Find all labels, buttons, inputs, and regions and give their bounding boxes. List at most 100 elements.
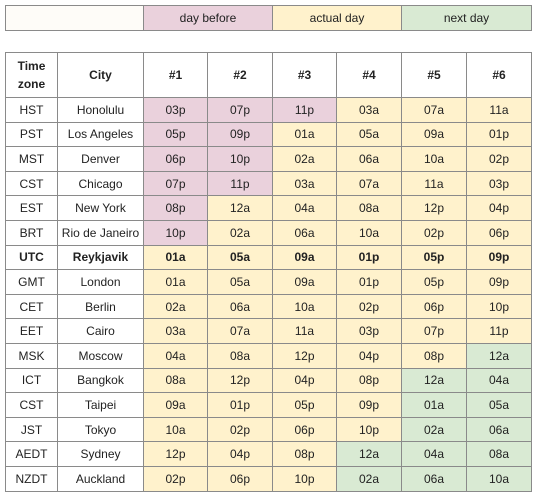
time-cell: 12p [401, 195, 467, 221]
time-cell: 10a [466, 465, 532, 492]
zone-cell: JST [5, 416, 58, 443]
time-cell: 02a [207, 219, 273, 246]
time-cell: 02p [207, 416, 273, 443]
city-cell: New York [57, 195, 144, 221]
time-cell: 06a [336, 146, 402, 172]
time-cell: 10p [466, 293, 532, 320]
time-cell: 02p [336, 293, 402, 320]
table-row: EET Cairo 03a 07a 11a 03p 07p 11p [5, 318, 532, 344]
table-row: JST Tokyo 10a 02p 06p 10p 02a 06a [5, 416, 532, 443]
table-row: CST Chicago 07p 11p 03a 07a 11a 03p [5, 170, 532, 197]
time-cell: 11p [466, 318, 532, 344]
time-cell: 02p [466, 146, 532, 172]
time-cell: 02a [272, 146, 337, 172]
zone-cell: EET [5, 318, 58, 344]
time-cell: 11a [401, 170, 467, 197]
time-cell: 06a [466, 416, 532, 443]
time-cell: 05p [401, 269, 467, 295]
time-cell: 08p [272, 441, 337, 467]
time-cell: 02a [336, 465, 402, 492]
time-cell: 03p [466, 170, 532, 197]
time-cell: 10p [336, 416, 402, 443]
table-row: CST Taipei 09a 01p 05p 09p 01a 05a [5, 392, 532, 418]
table-row: CET Berlin 02a 06a 10a 02p 06p 10p [5, 293, 532, 320]
table-row: AEDT Sydney 12p 04p 08p 12a 04a 08a [5, 441, 532, 467]
city-cell: London [57, 269, 144, 295]
zone-cell: PST [5, 121, 58, 148]
city-cell: Berlin [57, 293, 144, 320]
time-cell: 04p [272, 367, 337, 394]
time-cell: 06p [207, 465, 273, 492]
legend-next-day: next day [401, 5, 532, 31]
time-cell: 06a [272, 219, 337, 246]
header-slot: #3 [272, 52, 337, 98]
time-cell: 06a [401, 465, 467, 492]
time-cell: 09p [336, 392, 402, 418]
city-cell: Los Angeles [57, 121, 144, 148]
time-cell: 08a [466, 441, 532, 467]
time-cell: 03a [143, 318, 208, 344]
zone-cell: CST [5, 392, 58, 418]
header-city: City [57, 52, 144, 98]
table-row: EST New York 08p 12a 04a 08a 12p 04p [5, 195, 532, 221]
time-cell: 02a [143, 293, 208, 320]
time-cell: 12p [272, 342, 337, 369]
city-cell: Honolulu [57, 97, 144, 123]
table-row: BRT Rio de Janeiro 10p 02a 06a 10a 02p 06p [5, 219, 532, 246]
header-row: Time zone City #1 #2 #3 #4 #5 #6 [5, 52, 532, 98]
header-slot: #4 [336, 52, 402, 98]
time-cell: 03a [336, 97, 402, 123]
header-slot: #2 [207, 52, 273, 98]
time-cell: 06a [207, 293, 273, 320]
time-cell: 10a [401, 146, 467, 172]
time-cell: 11p [272, 97, 337, 123]
time-cell: 07a [401, 97, 467, 123]
zone-cell: UTC [5, 244, 58, 271]
time-cell: 09p [466, 244, 532, 271]
time-cell: 01p [336, 269, 402, 295]
time-cell: 05p [401, 244, 467, 271]
time-cell: 12p [143, 441, 208, 467]
header-slot: #6 [466, 52, 532, 98]
time-cell: 07a [207, 318, 273, 344]
time-cell: 10a [143, 416, 208, 443]
city-cell: Moscow [57, 342, 144, 369]
time-cell: 10a [272, 293, 337, 320]
time-cell: 10p [272, 465, 337, 492]
table-row: NZDT Auckland 02p 06p 10p 02a 06a 10a [5, 465, 532, 492]
time-cell: 03a [272, 170, 337, 197]
time-cell: 09p [207, 121, 273, 148]
time-cell: 08p [336, 367, 402, 394]
time-cell: 08a [207, 342, 273, 369]
time-cell: 11a [466, 97, 532, 123]
time-zone-table: Time zone City #1 #2 #3 #4 #5 #6 HST Hono… [5, 52, 532, 492]
city-cell: Auckland [57, 465, 144, 492]
zone-cell: HST [5, 97, 58, 123]
time-cell: 04p [336, 342, 402, 369]
time-cell: 12p [207, 367, 273, 394]
time-cell: 04p [466, 195, 532, 221]
city-cell: Reykjavik [57, 244, 144, 271]
table-row: GMT London 01a 05a 09a 01p 05p 09p [5, 269, 532, 295]
zone-cell: GMT [5, 269, 58, 295]
time-cell: 07p [207, 97, 273, 123]
time-cell: 05a [336, 121, 402, 148]
time-cell: 01a [401, 392, 467, 418]
time-cell: 04a [466, 367, 532, 394]
table-row: UTC Reykjavik 01a 05a 09a 01p 05p 09p [5, 244, 532, 271]
legend-day-before: day before [143, 5, 273, 31]
time-cell: 07p [401, 318, 467, 344]
city-cell: Denver [57, 146, 144, 172]
zone-cell: ICT [5, 367, 58, 394]
time-cell: 04a [143, 342, 208, 369]
time-cell: 11p [207, 170, 273, 197]
time-cell: 03p [143, 97, 208, 123]
time-cell: 01a [143, 244, 208, 271]
time-cell: 02a [401, 416, 467, 443]
header-slot: #5 [401, 52, 467, 98]
time-cell: 12a [466, 342, 532, 369]
city-cell: Chicago [57, 170, 144, 197]
time-cell: 04a [272, 195, 337, 221]
table-row: PST Los Angeles 05p 09p 01a 05a 09a 01p [5, 121, 532, 148]
day-legend: day before actual day next day [5, 5, 532, 31]
